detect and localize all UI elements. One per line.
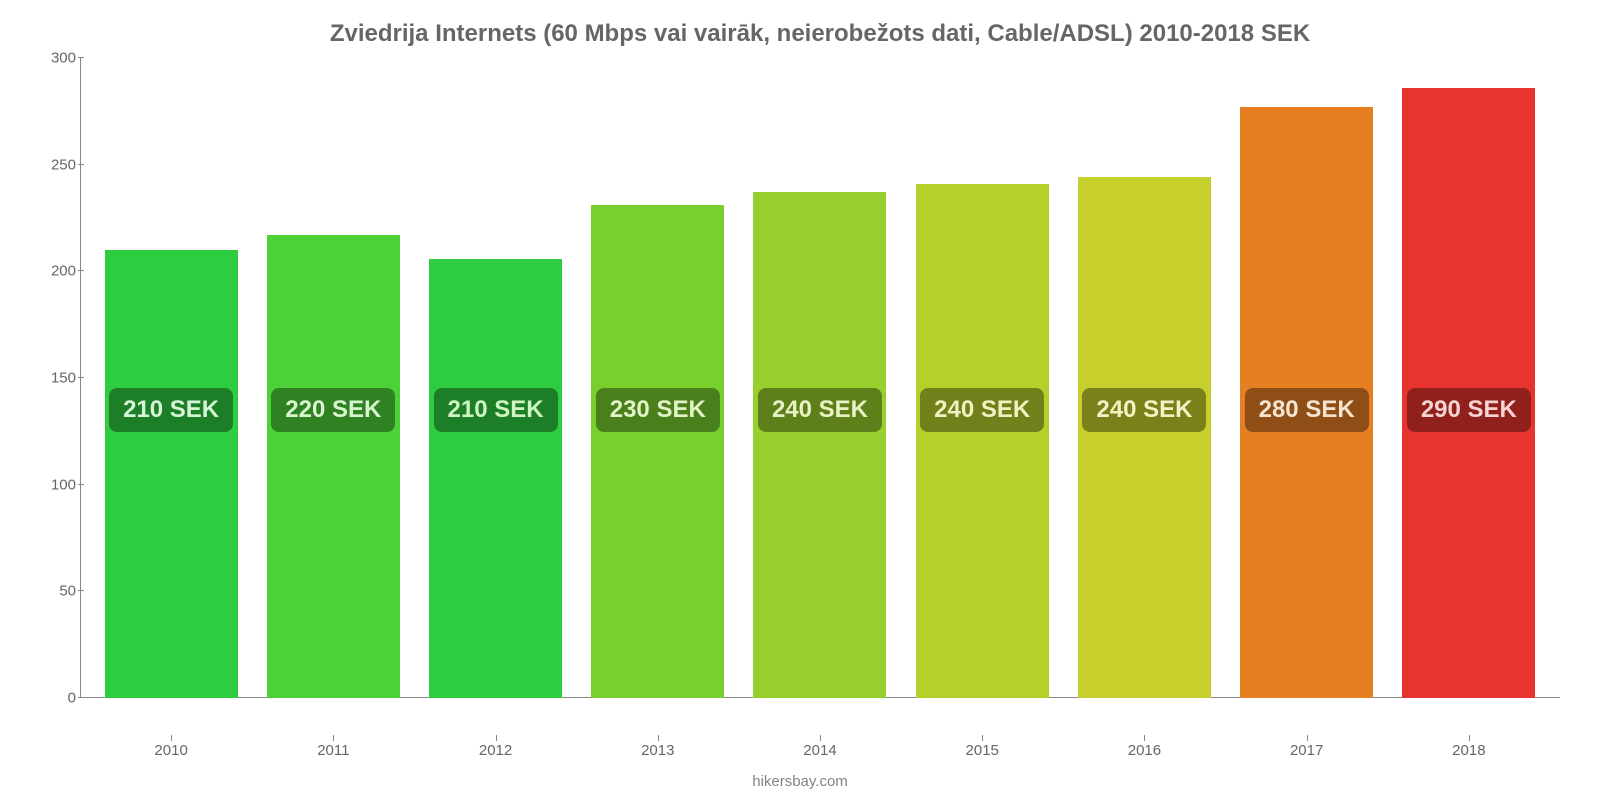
bar-slot: 240 SEK xyxy=(739,58,901,698)
x-tick-mark xyxy=(496,735,497,741)
bar xyxy=(105,250,238,698)
x-axis: 201020112012201320142015201620172018 xyxy=(80,742,1560,766)
x-tick-label: 2017 xyxy=(1226,742,1388,766)
x-tick-mark xyxy=(658,735,659,741)
chart-container: Zviedrija Internets (60 Mbps vai vairāk,… xyxy=(0,0,1600,800)
value-badge: 220 SEK xyxy=(271,388,395,432)
value-badge: 240 SEK xyxy=(758,388,882,432)
x-tick-mark xyxy=(1469,735,1470,741)
x-tick-label: 2016 xyxy=(1063,742,1225,766)
bar-slot: 220 SEK xyxy=(252,58,414,698)
value-badge: 210 SEK xyxy=(434,388,558,432)
x-tick-mark xyxy=(333,735,334,741)
y-tick-label: 200 xyxy=(32,263,76,280)
bar-slot: 240 SEK xyxy=(901,58,1063,698)
plot-area: 050100150200250300 210 SEK220 SEK210 SEK… xyxy=(80,58,1560,698)
x-tick-label: 2018 xyxy=(1388,742,1550,766)
chart-footer: hikersbay.com xyxy=(0,773,1600,790)
value-badge: 240 SEK xyxy=(1082,388,1206,432)
bar xyxy=(267,235,400,698)
bar xyxy=(1078,177,1211,698)
y-tick-label: 100 xyxy=(32,476,76,493)
bar-slot: 240 SEK xyxy=(1063,58,1225,698)
x-tick-mark xyxy=(1307,735,1308,741)
x-tick-mark xyxy=(982,735,983,741)
bar-slot: 230 SEK xyxy=(577,58,739,698)
bar-slot: 210 SEK xyxy=(90,58,252,698)
value-badge: 210 SEK xyxy=(109,388,233,432)
x-tick-mark xyxy=(171,735,172,741)
y-tick-label: 250 xyxy=(32,156,76,173)
x-tick-label: 2011 xyxy=(252,742,414,766)
bar-slot: 210 SEK xyxy=(414,58,576,698)
bar-slot: 290 SEK xyxy=(1388,58,1550,698)
x-tick-mark xyxy=(1144,735,1145,741)
x-tick-label: 2015 xyxy=(901,742,1063,766)
value-badge: 280 SEK xyxy=(1245,388,1369,432)
x-tick-label: 2013 xyxy=(577,742,739,766)
y-axis: 050100150200250300 xyxy=(32,58,76,698)
y-tick-label: 150 xyxy=(32,370,76,387)
bar xyxy=(916,184,1049,698)
bar xyxy=(753,192,886,698)
x-tick-label: 2010 xyxy=(90,742,252,766)
bar xyxy=(591,205,724,698)
bar xyxy=(429,259,562,698)
y-tick-label: 0 xyxy=(32,690,76,707)
bars-group: 210 SEK 220 SEK 210 SEK 230 SEK 240 SEK 240 S… xyxy=(80,58,1560,698)
chart-title: Zviedrija Internets (60 Mbps vai vairāk,… xyxy=(80,20,1560,48)
y-tick-label: 300 xyxy=(32,50,76,67)
value-badge: 290 SEK xyxy=(1407,388,1531,432)
value-badge: 230 SEK xyxy=(596,388,720,432)
x-tick-mark xyxy=(820,735,821,741)
bar-slot: 280 SEK xyxy=(1226,58,1388,698)
x-tick-label: 2014 xyxy=(739,742,901,766)
value-badge: 240 SEK xyxy=(920,388,1044,432)
y-tick-label: 50 xyxy=(32,583,76,600)
x-tick-label: 2012 xyxy=(414,742,576,766)
